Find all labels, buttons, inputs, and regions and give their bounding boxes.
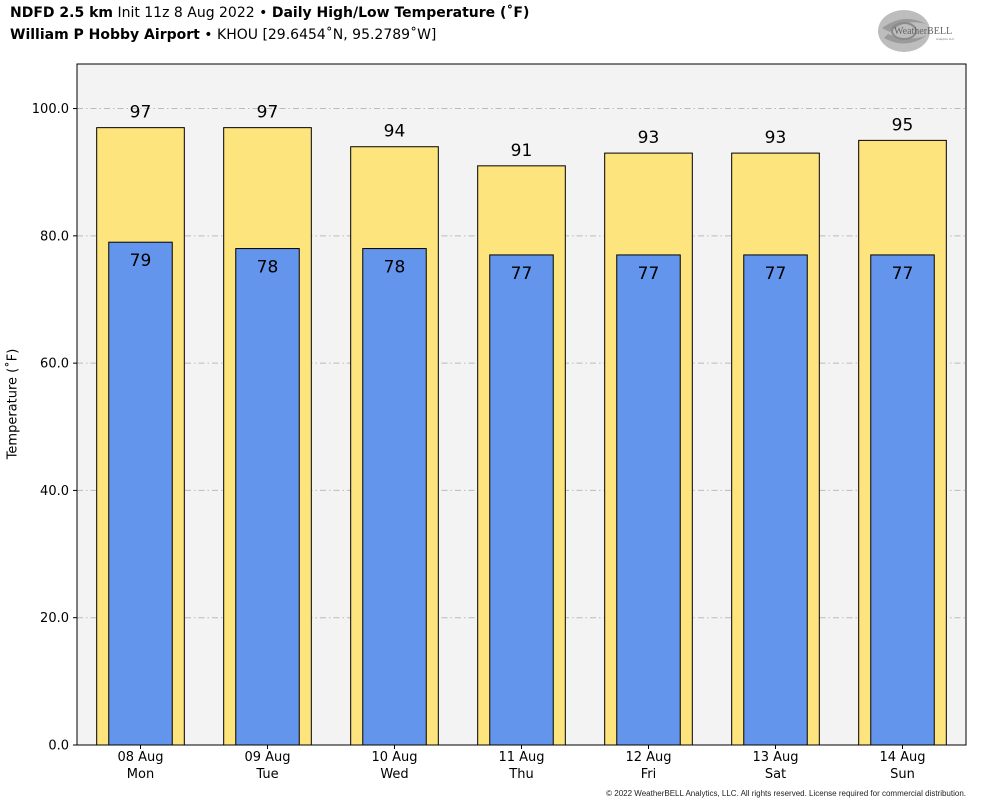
chart-title-line-1: NDFD 2.5 km Init 11z 8 Aug 2022 • Daily … — [10, 5, 529, 21]
high-temp-label: 93 — [765, 128, 787, 148]
x-tick-label-date: 14 Aug — [879, 750, 925, 765]
low-temp-bar — [489, 254, 554, 746]
y-tick-label: 60.0 — [40, 357, 69, 372]
x-tick-label-date: 09 Aug — [244, 750, 290, 765]
low-temp-label: 77 — [638, 264, 660, 284]
x-tick-label-day: Thu — [508, 767, 533, 782]
x-tick-label-date: 11 Aug — [498, 750, 544, 765]
y-tick-label: 20.0 — [40, 611, 69, 626]
x-tick-label-day: Wed — [380, 767, 408, 782]
logo-text: WeatherBELL — [894, 26, 952, 37]
model-name: NDFD 2.5 km — [10, 5, 113, 21]
low-temp-bar — [616, 254, 681, 746]
low-temp-label: 79 — [130, 251, 152, 271]
y-tick-label: 0.0 — [48, 739, 69, 754]
y-tick-label: 100.0 — [32, 102, 69, 117]
x-tick-label-day: Sun — [890, 767, 915, 782]
bars — [96, 127, 947, 746]
x-tick-label-day: Mon — [127, 767, 154, 782]
x-tick-label-date: 08 Aug — [117, 750, 163, 765]
low-temp-bar — [743, 254, 808, 746]
x-axis: 08 Aug Mon 09 Aug Tue 10 Aug Wed 11 Aug Thu 12 A… — [117, 745, 926, 782]
low-temp-label: 77 — [511, 264, 533, 284]
station-location: KHOU [29.6454˚N, 95.2789˚W] — [217, 27, 437, 43]
high-temp-label: 97 — [257, 103, 279, 123]
station-name: William P Hobby Airport — [10, 27, 200, 43]
high-temp-label: 93 — [638, 128, 660, 148]
high-temp-label: 94 — [384, 122, 406, 142]
x-tick-label-date: 12 Aug — [625, 750, 671, 765]
x-tick-label-day: Sat — [765, 767, 786, 782]
low-temp-label: 78 — [384, 258, 406, 278]
copyright-notice: © 2022 WeatherBELL Analytics, LLC. All r… — [606, 789, 966, 798]
low-temp-bar — [870, 254, 935, 746]
y-axis-label: Temperature (˚F) — [5, 348, 21, 460]
y-tick-label: 80.0 — [40, 229, 69, 244]
high-temp-label: 95 — [892, 115, 914, 135]
title-separator: • — [259, 5, 268, 21]
low-temp-bar — [235, 248, 300, 746]
weatherbell-logo: WeatherBELL Analytics LLC — [878, 10, 955, 52]
low-temp-label: 77 — [892, 264, 914, 284]
x-tick-label-day: Tue — [255, 767, 278, 782]
station-separator: • — [204, 27, 213, 43]
low-temp-bar — [108, 241, 173, 746]
high-temp-label: 97 — [130, 103, 152, 123]
y-tick-label: 40.0 — [40, 484, 69, 499]
y-axis: 0.0 20.0 40.0 60.0 80.0 100.0 — [32, 102, 77, 754]
low-temp-bar — [362, 248, 427, 746]
init-time: Init 11z 8 Aug 2022 — [117, 5, 255, 21]
x-tick-label-day: Fri — [641, 767, 657, 782]
chart-title-line-2: William P Hobby Airport • KHOU [29.6454˚… — [10, 27, 436, 43]
data-labels: 97 79 97 78 94 78 91 77 93 77 93 77 95 77 — [130, 103, 914, 284]
x-tick-label-date: 10 Aug — [371, 750, 417, 765]
high-temp-label: 91 — [511, 141, 533, 161]
low-temp-label: 77 — [765, 264, 787, 284]
chart-title: Daily High/Low Temperature (˚F) — [271, 5, 530, 21]
low-temp-label: 78 — [257, 258, 279, 278]
x-tick-label-date: 13 Aug — [752, 750, 798, 765]
logo-subtext: Analytics LLC — [936, 37, 955, 41]
